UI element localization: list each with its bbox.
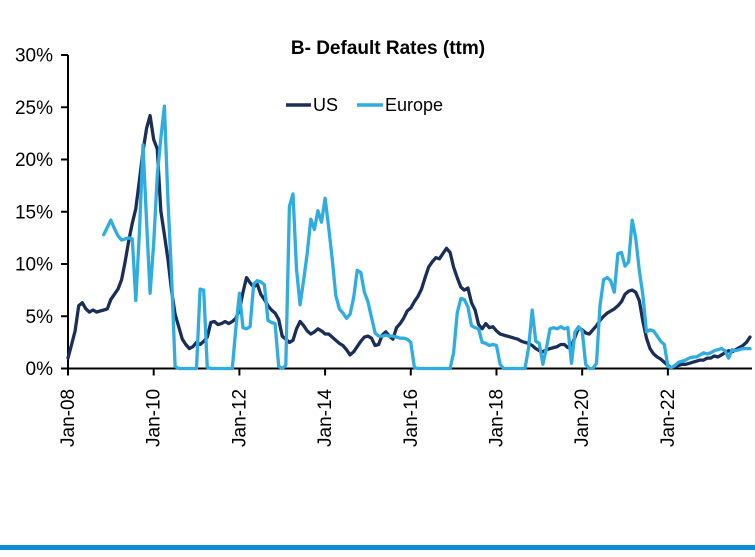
y-tick-label: 25% [15, 98, 53, 119]
y-axis-ticks: 0% 5% 10% 15% 20% 25% 30% [15, 46, 68, 380]
series-line-europe [102, 104, 752, 371]
x-tick-label: Jan-10 [144, 389, 165, 447]
legend-label-europe: Europe [385, 95, 443, 115]
footer-divider-bar [0, 545, 755, 550]
x-tick-label: Jan-12 [229, 389, 250, 447]
x-axis-ticks: Jan-08 Jan-10 Jan-12 Jan-14 Jan-16 Jan-18 Jan-… [58, 368, 679, 447]
y-tick-label: 15% [15, 202, 53, 223]
x-tick-label: Jan-22 [658, 389, 679, 447]
x-tick-label: Jan-18 [486, 389, 507, 447]
data-series [66, 104, 752, 371]
x-tick-label: Jan-16 [401, 389, 422, 447]
x-tick-label: Jan-08 [58, 389, 79, 447]
legend-label-us: US [313, 95, 338, 115]
y-tick-label: 5% [26, 307, 54, 328]
chart-title: B- Default Rates (ttm) [291, 38, 485, 59]
series-line-us [66, 113, 752, 370]
x-tick-label: Jan-20 [572, 389, 593, 447]
y-tick-label: 0% [26, 359, 54, 380]
y-tick-label: 20% [15, 150, 53, 171]
chart-legend: US Europe [286, 95, 443, 115]
y-tick-label: 10% [15, 255, 53, 276]
y-tick-label: 30% [15, 46, 53, 67]
x-tick-label: Jan-14 [315, 388, 336, 447]
